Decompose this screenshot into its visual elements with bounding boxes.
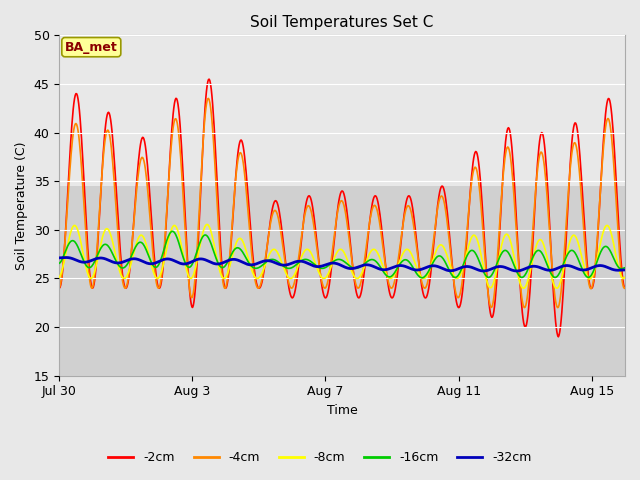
Y-axis label: Soil Temperature (C): Soil Temperature (C) <box>15 141 28 270</box>
Title: Soil Temperatures Set C: Soil Temperatures Set C <box>250 15 434 30</box>
Bar <box>60 36 625 186</box>
Legend: -2cm, -4cm, -8cm, -16cm, -32cm: -2cm, -4cm, -8cm, -16cm, -32cm <box>103 446 537 469</box>
Text: BA_met: BA_met <box>65 41 118 54</box>
X-axis label: Time: Time <box>327 404 358 417</box>
